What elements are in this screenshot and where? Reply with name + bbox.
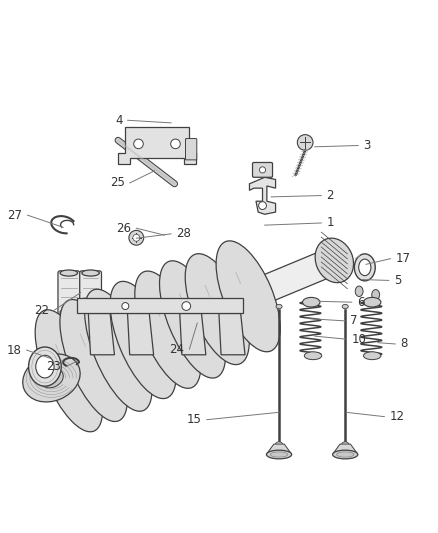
Ellipse shape — [85, 289, 152, 411]
Text: 27: 27 — [7, 208, 22, 222]
Ellipse shape — [82, 309, 99, 315]
Polygon shape — [127, 313, 154, 355]
Polygon shape — [267, 444, 291, 454]
Ellipse shape — [342, 442, 349, 446]
Ellipse shape — [359, 259, 371, 276]
Text: 10: 10 — [352, 333, 367, 346]
Ellipse shape — [336, 452, 354, 457]
Ellipse shape — [23, 354, 80, 402]
Ellipse shape — [266, 450, 292, 459]
Text: 8: 8 — [400, 337, 408, 351]
Circle shape — [182, 302, 191, 310]
Polygon shape — [180, 313, 206, 355]
Text: 17: 17 — [396, 252, 411, 265]
Text: 25: 25 — [110, 176, 124, 189]
Text: 26: 26 — [116, 222, 131, 235]
Circle shape — [259, 167, 265, 173]
Circle shape — [171, 139, 180, 149]
Ellipse shape — [304, 352, 322, 360]
Ellipse shape — [303, 297, 320, 307]
Ellipse shape — [354, 254, 375, 281]
Ellipse shape — [270, 452, 288, 457]
Text: 1: 1 — [326, 216, 334, 230]
Ellipse shape — [342, 304, 348, 309]
Ellipse shape — [185, 254, 249, 365]
Polygon shape — [333, 444, 357, 454]
Ellipse shape — [60, 270, 78, 276]
FancyBboxPatch shape — [253, 163, 272, 177]
Polygon shape — [219, 313, 245, 355]
Text: 18: 18 — [7, 344, 21, 357]
Ellipse shape — [364, 352, 381, 360]
Text: 4: 4 — [115, 114, 122, 127]
Ellipse shape — [35, 310, 102, 432]
Text: 7: 7 — [350, 314, 358, 327]
Ellipse shape — [364, 297, 381, 307]
Text: 28: 28 — [177, 228, 191, 240]
Ellipse shape — [276, 304, 282, 309]
Polygon shape — [78, 298, 243, 313]
Ellipse shape — [110, 281, 176, 399]
Text: 12: 12 — [390, 410, 405, 423]
Ellipse shape — [82, 270, 99, 276]
Polygon shape — [88, 313, 114, 355]
Ellipse shape — [315, 238, 353, 282]
Circle shape — [258, 201, 266, 209]
Ellipse shape — [276, 442, 283, 446]
Ellipse shape — [332, 450, 358, 459]
Ellipse shape — [60, 309, 78, 315]
Text: 15: 15 — [187, 413, 201, 426]
Circle shape — [129, 230, 144, 245]
Circle shape — [297, 135, 313, 150]
Text: 22: 22 — [34, 303, 49, 317]
Ellipse shape — [355, 286, 363, 296]
Circle shape — [133, 235, 140, 241]
Ellipse shape — [36, 356, 54, 378]
FancyBboxPatch shape — [185, 139, 197, 160]
Circle shape — [134, 139, 143, 149]
Text: 3: 3 — [364, 139, 371, 152]
Text: 23: 23 — [46, 360, 60, 373]
Text: 6: 6 — [357, 296, 364, 309]
Ellipse shape — [39, 368, 63, 388]
Ellipse shape — [135, 271, 201, 389]
Text: 24: 24 — [169, 343, 184, 356]
Ellipse shape — [216, 241, 280, 352]
Ellipse shape — [372, 289, 380, 300]
FancyBboxPatch shape — [58, 271, 80, 314]
Ellipse shape — [60, 300, 127, 422]
Polygon shape — [117, 127, 196, 164]
Circle shape — [122, 303, 129, 310]
Ellipse shape — [159, 261, 226, 378]
Text: 5: 5 — [394, 274, 401, 287]
Polygon shape — [27, 245, 346, 399]
FancyBboxPatch shape — [80, 271, 102, 314]
Text: 2: 2 — [326, 189, 334, 202]
Polygon shape — [250, 177, 276, 214]
Ellipse shape — [28, 347, 61, 386]
